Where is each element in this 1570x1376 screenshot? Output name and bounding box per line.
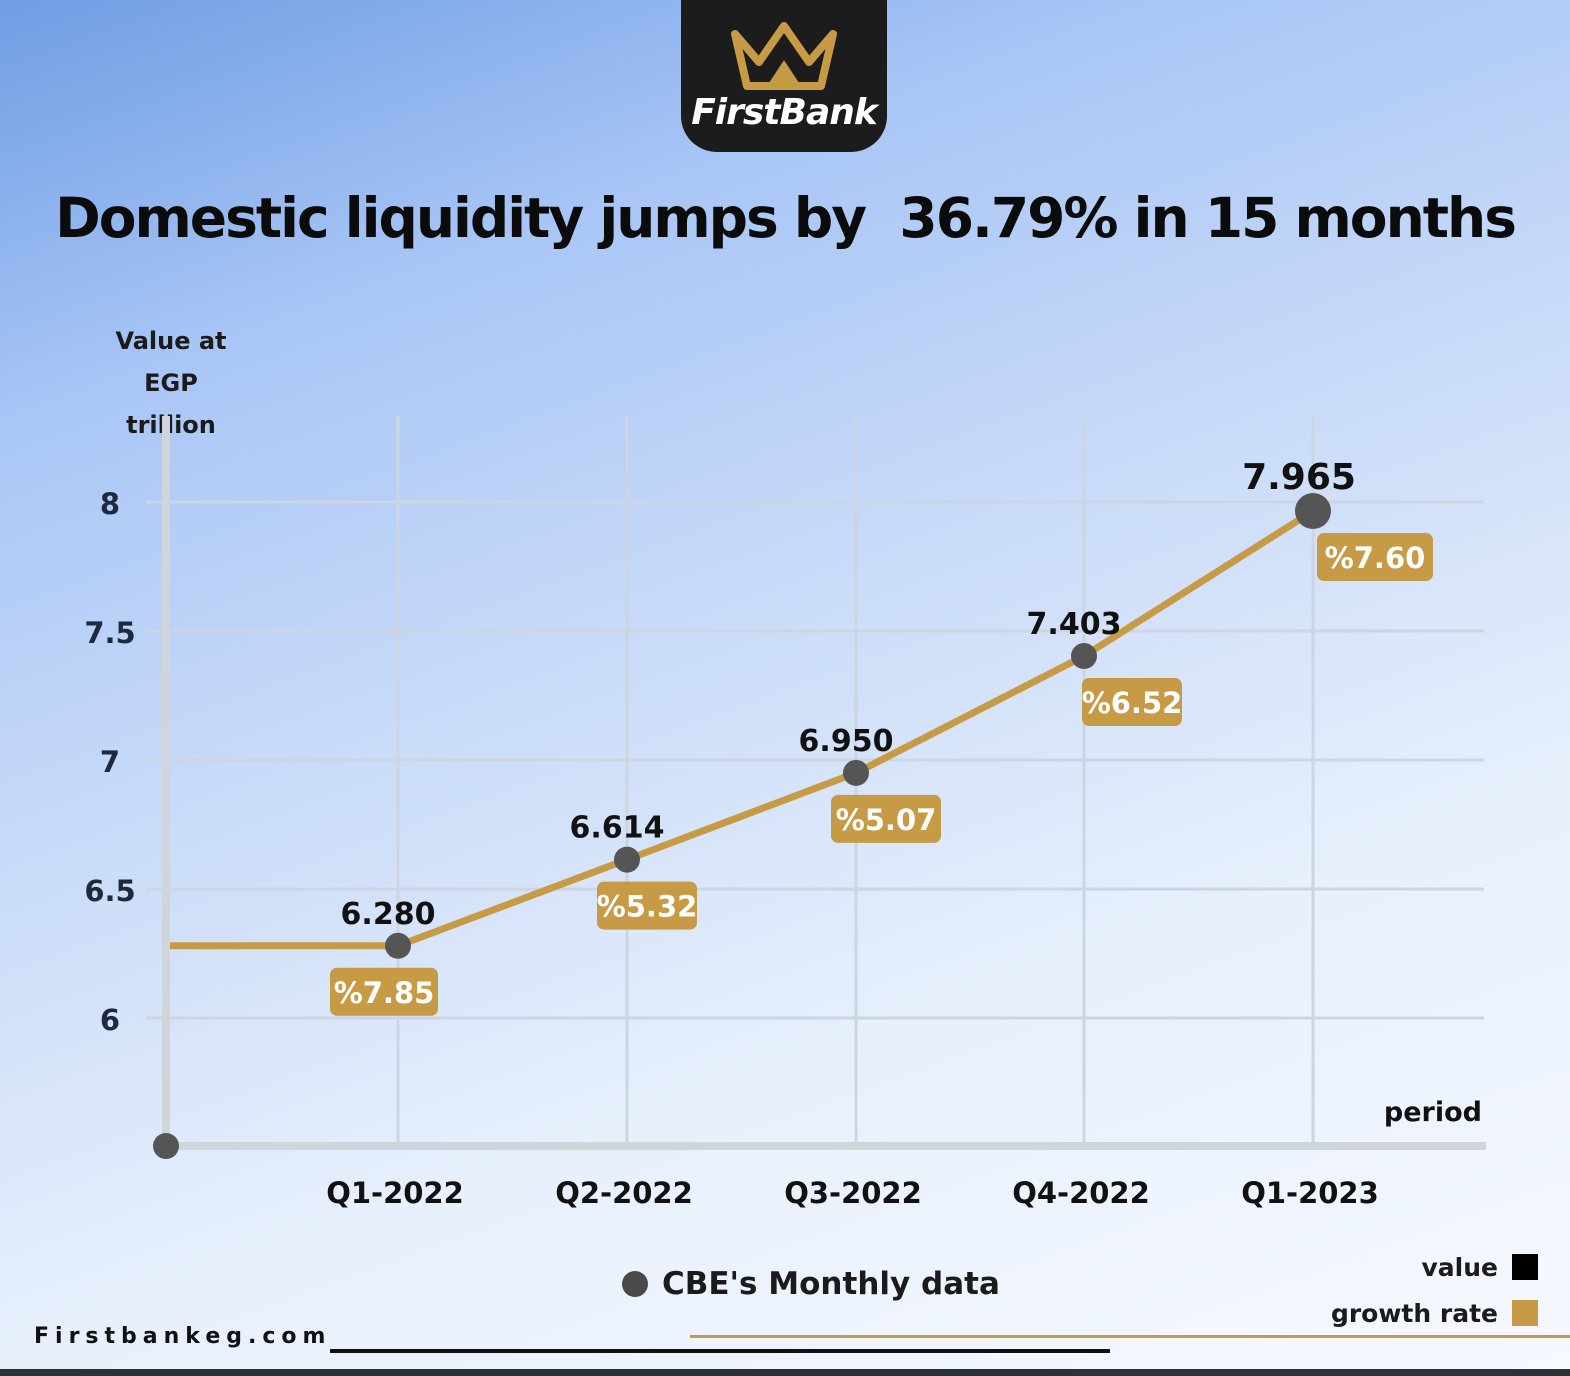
growth-rate-label: %5.07 — [836, 803, 937, 837]
page-title: Domestic liquidity jumps by 36.79% in 15… — [55, 186, 1517, 250]
x-tick-label: Q2-2022 — [555, 1176, 693, 1210]
website-link[interactable]: Firstbankeg.com — [34, 1324, 332, 1349]
x-tick-label: Q4-2022 — [1012, 1176, 1150, 1210]
brand-logo: FirstBank — [681, 0, 887, 152]
footer-rule-black — [330, 1349, 1110, 1353]
value-marker — [1295, 493, 1331, 530]
y-tick-label: 8 — [100, 487, 120, 521]
y-tick-label: 6.5 — [84, 874, 135, 908]
source-text: CBE's Monthly data — [662, 1266, 1000, 1302]
growth-rate-badge — [1082, 678, 1182, 727]
source-dot-icon — [622, 1271, 648, 1297]
growth-rate-badge — [330, 967, 438, 1016]
crown-icon — [731, 22, 837, 90]
origin-dot — [153, 1133, 179, 1159]
y-tick-label: 7 — [100, 745, 120, 779]
brand-name: FirstBank — [691, 92, 878, 133]
chart-legend: value growth rate — [1331, 1244, 1538, 1336]
x-tick-label: Q1-2022 — [326, 1176, 464, 1210]
value-series-line — [170, 508, 1315, 950]
y-tick-label: 6 — [100, 1003, 120, 1037]
value-data-label: 7.403 — [1027, 607, 1122, 642]
value-data-label: 6.614 — [570, 811, 665, 846]
footer-bar — [0, 1369, 1570, 1376]
growth-rate-label: %5.32 — [597, 890, 698, 924]
value-marker — [385, 932, 411, 959]
growth-rate-badge — [1317, 533, 1433, 582]
legend-item-value: value — [1331, 1244, 1538, 1290]
legend-label-value: value — [1421, 1252, 1499, 1282]
value-marker — [1071, 643, 1097, 670]
value-data-label: 6.280 — [341, 897, 436, 932]
source-note: CBE's Monthly data — [622, 1266, 1000, 1302]
growth-rate-badge — [831, 794, 941, 843]
growth-rate-label: %6.52 — [1082, 686, 1183, 720]
growth-rate-badge — [597, 881, 697, 930]
footer-rule-gold — [690, 1335, 1570, 1338]
value-marker — [843, 759, 869, 786]
growth-rate-label: %7.85 — [334, 976, 435, 1010]
y-axis-label: Value at EGP trillion — [115, 327, 227, 439]
legend-label-growth: growth rate — [1330, 1298, 1498, 1328]
y-tick-label: 7.5 — [84, 616, 135, 650]
x-axis-label: period — [1384, 1097, 1482, 1128]
legend-swatch-value — [1512, 1254, 1538, 1280]
legend-item-growth: growth rate — [1331, 1290, 1538, 1336]
legend-swatch-growth — [1512, 1300, 1538, 1326]
x-tick-label: Q3-2022 — [784, 1176, 922, 1210]
value-marker — [614, 846, 640, 873]
growth-rate-label: %7.60 — [1325, 541, 1426, 575]
value-data-label: 6.950 — [799, 724, 894, 759]
value-data-label: 7.965 — [1242, 457, 1356, 498]
x-tick-label: Q1-2023 — [1241, 1176, 1379, 1210]
